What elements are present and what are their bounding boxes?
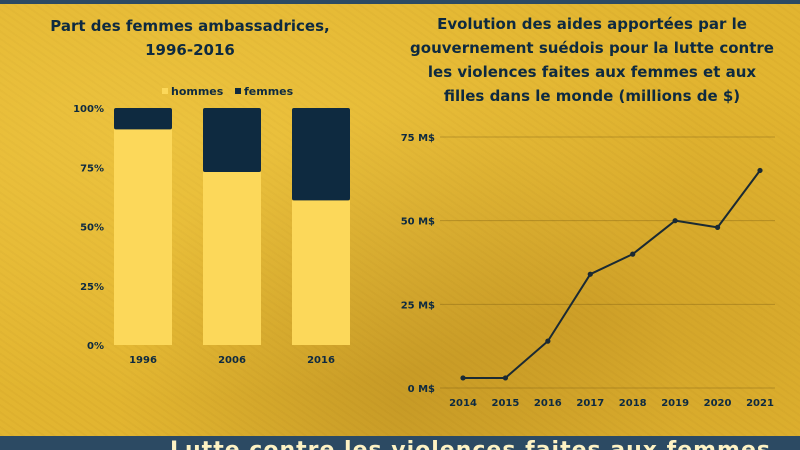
legend-swatch-hommes — [162, 88, 168, 94]
x-tick-label: 2016 — [307, 355, 335, 366]
series-line — [463, 169, 761, 379]
x-tick-label: 2016 — [534, 398, 562, 409]
y-tick-label: 75 M$ — [401, 133, 435, 144]
x-tick-label: 2019 — [661, 398, 689, 409]
bar-femmes — [292, 108, 350, 201]
x-tick-label: 2021 — [746, 398, 774, 409]
bar-hommes — [203, 171, 261, 345]
bar-femmes — [114, 108, 172, 130]
x-tick-label: 2015 — [492, 398, 520, 409]
x-tick-label: 2006 — [218, 355, 246, 366]
x-tick-label: 2014 — [449, 398, 477, 409]
y-tick-label: 50 M$ — [401, 217, 435, 228]
data-point — [460, 375, 466, 381]
data-point — [630, 251, 636, 257]
y-tick-label: 75% — [80, 163, 104, 174]
right-chart-title-line: Evolution des aides apportées par le — [437, 15, 747, 33]
legend-swatch-femmes — [235, 88, 241, 94]
data-point — [672, 218, 678, 224]
y-tick-label: 25 M$ — [401, 300, 435, 311]
data-point — [757, 167, 763, 174]
left-chart-title: Part des femmes ambassadrices, 1996-2016 — [20, 14, 360, 62]
left-chart-title-line: Part des femmes ambassadrices, — [50, 17, 330, 35]
bar-hommes — [114, 129, 172, 345]
legend-label-hommes: hommes — [171, 85, 224, 98]
data-point — [587, 271, 593, 277]
x-tick-label: 2017 — [576, 398, 604, 409]
right-chart-title-line: gouvernement suédois pour la lutte contr… — [410, 39, 774, 57]
y-tick-label: 25% — [80, 282, 104, 293]
x-tick-label: 1996 — [129, 355, 157, 366]
y-tick-label: 0% — [87, 341, 104, 352]
legend-label-femmes: femmes — [244, 85, 294, 98]
data-point — [502, 375, 509, 381]
left-chart-title-line: 1996-2016 — [145, 41, 235, 59]
bar-femmes — [203, 108, 261, 172]
bottom-band: Lutte contre les violences faites aux fe… — [0, 436, 800, 450]
right-chart-title: Evolution des aides apportées par le gou… — [392, 12, 792, 108]
footer-text: Lutte contre les violences faites aux fe… — [170, 438, 771, 450]
x-tick-label: 2018 — [619, 398, 647, 409]
y-tick-label: 0 M$ — [408, 384, 435, 395]
x-tick-label: 2020 — [704, 398, 732, 409]
right-chart-title-line: filles dans le monde (millions de $) — [443, 87, 741, 105]
data-point — [545, 338, 551, 344]
bar-hommes — [292, 200, 350, 345]
top-band — [0, 0, 800, 4]
right-chart-title-line: les violences faites aux femmes et aux — [427, 63, 757, 81]
y-tick-label: 100% — [73, 104, 104, 115]
data-point — [714, 224, 721, 230]
y-tick-label: 50% — [80, 223, 104, 234]
